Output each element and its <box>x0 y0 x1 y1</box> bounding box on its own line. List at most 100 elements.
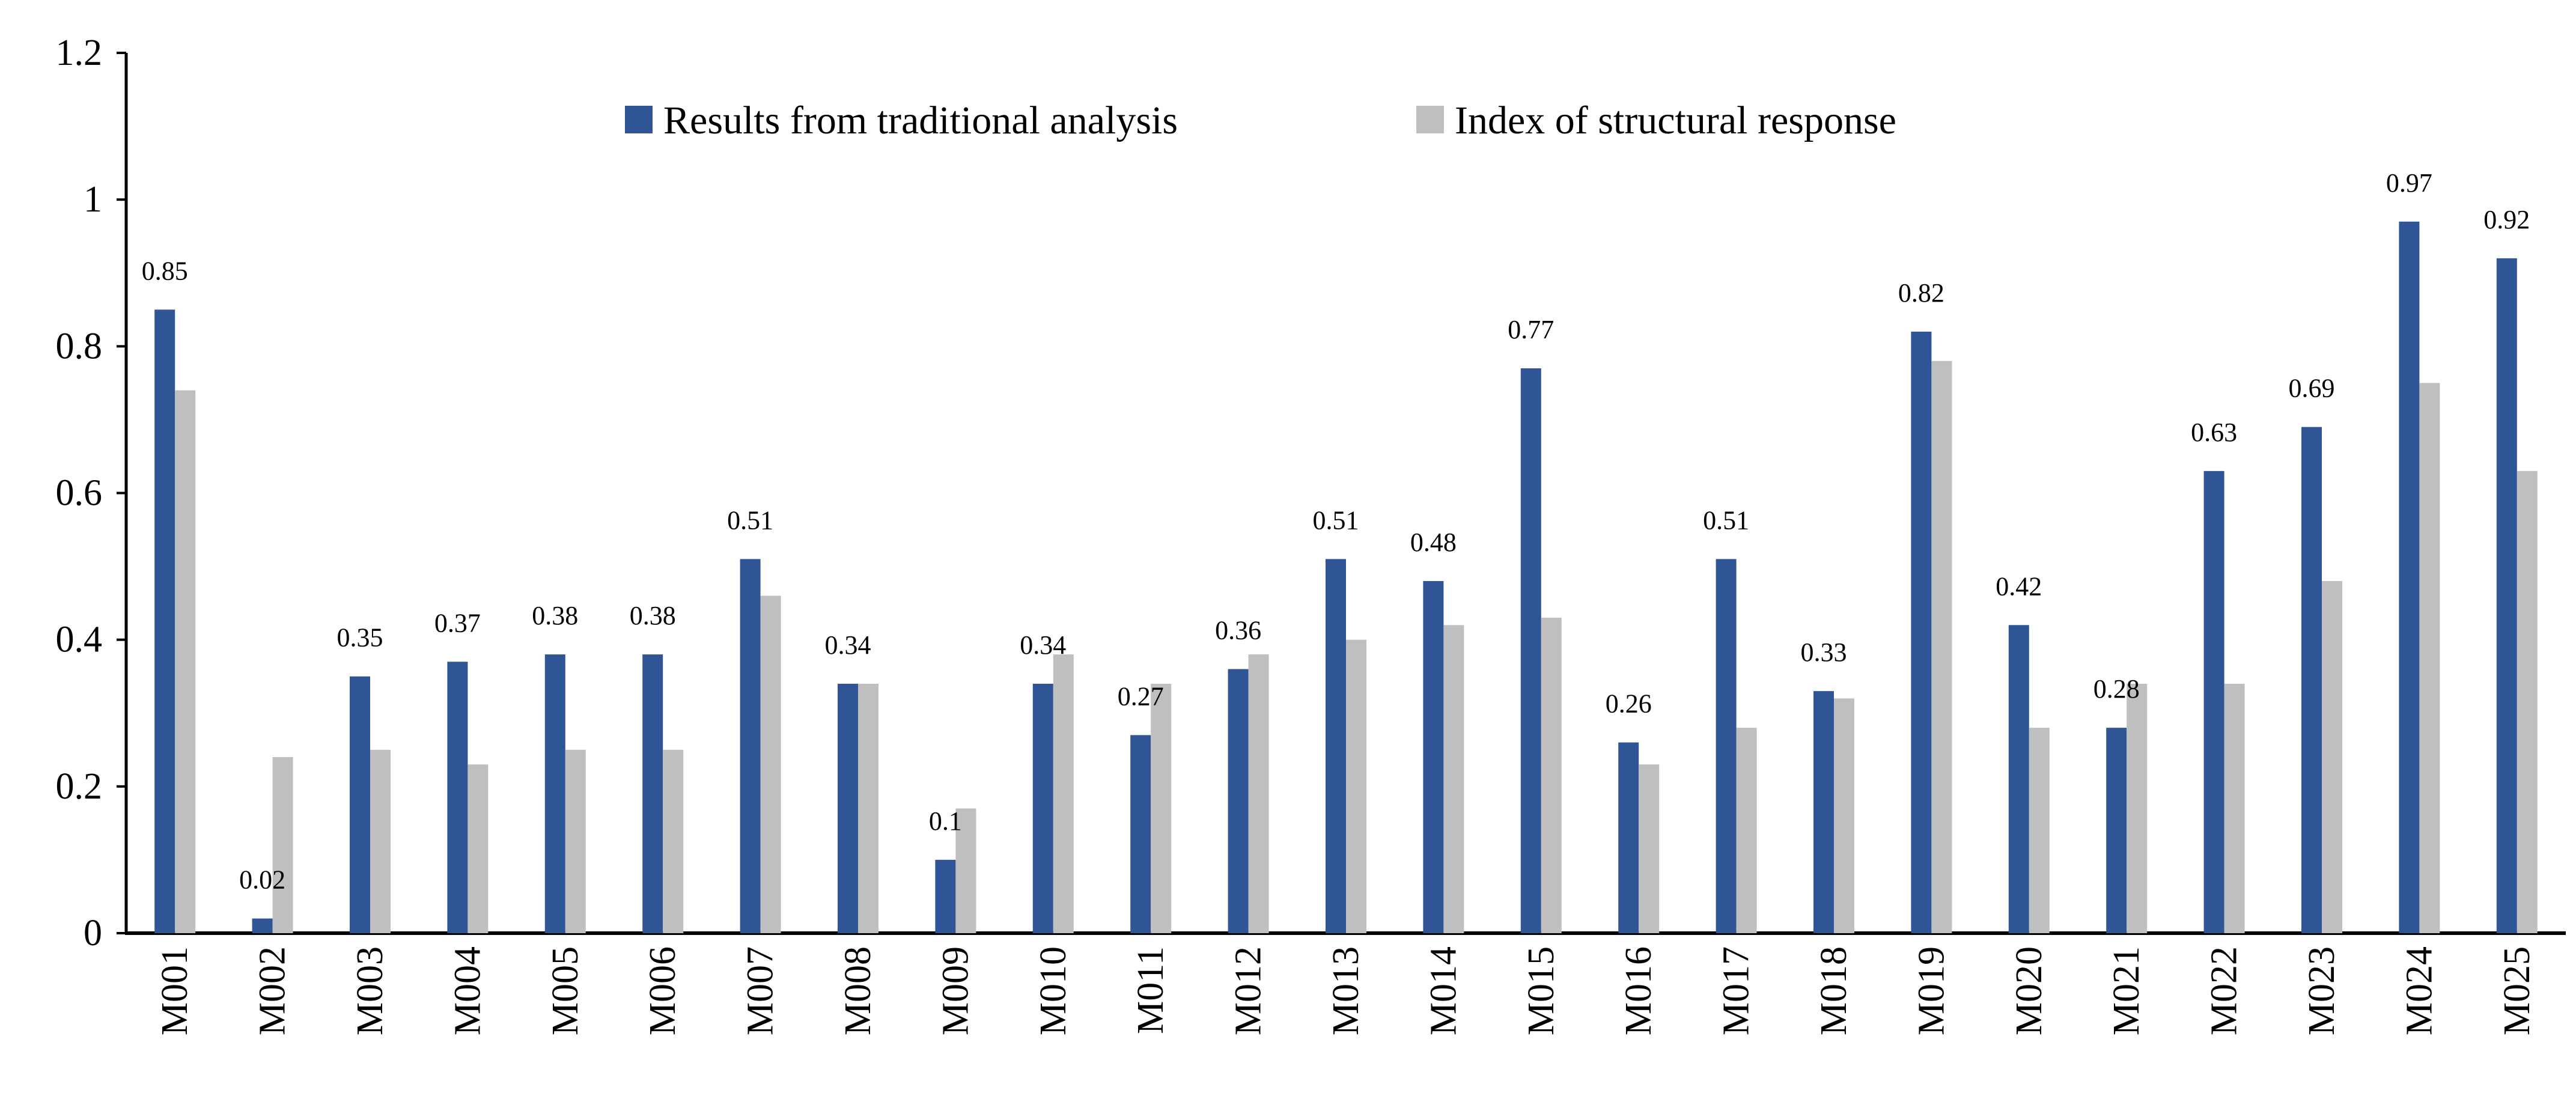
y-axis-tick-labels: 0 0.2 0.4 0.6 0.8 1 1.2 <box>56 32 103 954</box>
bar-structural-M014 <box>1443 625 1464 933</box>
bars <box>154 221 2538 934</box>
bar-traditional-M019 <box>1911 331 1932 933</box>
bar-structural-M020 <box>2029 728 2050 933</box>
bar-structural-M006 <box>663 749 684 933</box>
bar-traditional-M001 <box>154 309 175 933</box>
bar-structural-M007 <box>760 595 781 933</box>
bar-structural-M011 <box>1151 683 1172 933</box>
bar-traditional-M017 <box>1716 559 1737 933</box>
data-labels: 0.85 0.02 0.35 0.37 0.38 0.38 0.51 0.34 0.1 0.34 0… <box>142 168 2530 895</box>
bar-structural-M015 <box>1541 618 1562 933</box>
bar-traditional-M014 <box>1423 581 1444 933</box>
category-label-M001: M001 <box>154 946 195 1035</box>
data-label-M016: 0.26 <box>1606 689 1652 719</box>
data-label-M001: 0.85 <box>142 256 188 285</box>
category-label-M025: M025 <box>2497 946 2538 1035</box>
y-tick-label: 0.2 <box>56 766 103 807</box>
bar-structural-M021 <box>2127 683 2148 933</box>
y-tick-label: 0.6 <box>56 473 103 514</box>
category-label-M016: M016 <box>1618 946 1659 1035</box>
category-label-M023: M023 <box>2301 946 2342 1035</box>
category-label-M002: M002 <box>252 946 293 1035</box>
bar-traditional-M004 <box>447 662 468 933</box>
bar-structural-M002 <box>272 757 293 933</box>
data-label-M024: 0.97 <box>2386 168 2432 198</box>
category-label-M013: M013 <box>1326 946 1366 1035</box>
category-label-M024: M024 <box>2399 946 2440 1035</box>
data-label-M021: 0.28 <box>2093 674 2140 704</box>
data-label-M015: 0.77 <box>1508 315 1554 344</box>
data-label-M003: 0.35 <box>337 623 383 653</box>
bar-traditional-M012 <box>1228 669 1249 933</box>
data-label-M011: 0.27 <box>1118 681 1164 711</box>
x-axis-category-labels: M001 M002 M003 M004 M005 M006 M007 M008 M009 M010… <box>154 946 2538 1035</box>
category-label-M021: M021 <box>2106 946 2147 1035</box>
bar-structural-M019 <box>1931 361 1952 933</box>
bar-structural-M025 <box>2517 470 2538 933</box>
data-label-M017: 0.51 <box>1703 505 1749 535</box>
data-label-M007: 0.51 <box>727 505 773 535</box>
bar-traditional-M003 <box>350 676 370 933</box>
data-label-M012: 0.36 <box>1215 616 1261 645</box>
category-label-M011: M011 <box>1130 946 1171 1034</box>
bar-traditional-M018 <box>1813 691 1834 933</box>
bar-structural-M018 <box>1834 698 1854 933</box>
bar-traditional-M013 <box>1326 559 1346 933</box>
category-label-M022: M022 <box>2204 946 2245 1035</box>
category-label-M010: M010 <box>1033 946 1074 1035</box>
data-label-M009: 0.1 <box>929 806 962 836</box>
category-label-M009: M009 <box>935 946 976 1035</box>
category-label-M017: M017 <box>1716 946 1757 1035</box>
bar-structural-M003 <box>370 749 391 933</box>
bar-structural-M016 <box>1639 764 1660 933</box>
bar-traditional-M007 <box>740 559 761 933</box>
data-label-M019: 0.82 <box>1898 278 1944 308</box>
bar-traditional-M023 <box>2301 427 2322 933</box>
category-label-M014: M014 <box>1423 946 1464 1035</box>
category-label-M008: M008 <box>838 946 878 1035</box>
legend-label-traditional: Results from traditional analysis <box>663 99 1178 142</box>
y-tick-label: 1 <box>84 179 102 220</box>
data-label-M005: 0.38 <box>532 601 578 630</box>
legend-swatch-structural <box>1416 106 1444 133</box>
data-label-M004: 0.37 <box>434 608 481 638</box>
category-label-M015: M015 <box>1521 946 1562 1035</box>
bar-traditional-M011 <box>1130 735 1151 933</box>
bar-structural-M017 <box>1736 728 1757 933</box>
data-label-M023: 0.69 <box>2289 374 2335 403</box>
bar-traditional-M020 <box>2008 625 2029 933</box>
y-tick-label: 1.2 <box>56 32 103 73</box>
bar-structural-M008 <box>858 683 878 933</box>
bar-structural-M001 <box>175 390 196 933</box>
bar-traditional-M016 <box>1618 742 1639 933</box>
bar-traditional-M021 <box>2106 728 2127 933</box>
bar-structural-M004 <box>467 764 489 933</box>
data-label-M022: 0.63 <box>2191 418 2237 447</box>
legend-swatch-traditional <box>625 106 653 133</box>
bar-structural-M012 <box>1248 654 1269 933</box>
bar-traditional-M006 <box>642 654 663 933</box>
y-tick-label: 0.4 <box>56 620 103 660</box>
data-label-M002: 0.02 <box>239 865 285 895</box>
bar-traditional-M015 <box>1520 368 1541 933</box>
data-label-M018: 0.33 <box>1801 638 1847 667</box>
legend-label-structural: Index of structural response <box>1455 99 1896 142</box>
bar-structural-M024 <box>2419 383 2440 933</box>
category-label-M020: M020 <box>2009 946 2050 1035</box>
data-label-M008: 0.34 <box>825 630 871 660</box>
bar-structural-M023 <box>2322 581 2342 933</box>
category-label-M006: M006 <box>642 946 683 1035</box>
bar-traditional-M024 <box>2399 221 2420 934</box>
data-label-M025: 0.92 <box>2483 205 2530 234</box>
bar-traditional-M008 <box>838 683 858 933</box>
bar-traditional-M010 <box>1032 683 1053 933</box>
category-label-M004: M004 <box>447 946 488 1035</box>
data-label-M013: 0.51 <box>1313 505 1359 535</box>
data-label-M006: 0.38 <box>630 601 676 630</box>
category-label-M012: M012 <box>1228 946 1269 1035</box>
bar-structural-M022 <box>2224 683 2245 933</box>
bar-structural-M010 <box>1053 654 1074 933</box>
bar-traditional-M022 <box>2203 470 2224 933</box>
bar-structural-M013 <box>1346 639 1366 933</box>
